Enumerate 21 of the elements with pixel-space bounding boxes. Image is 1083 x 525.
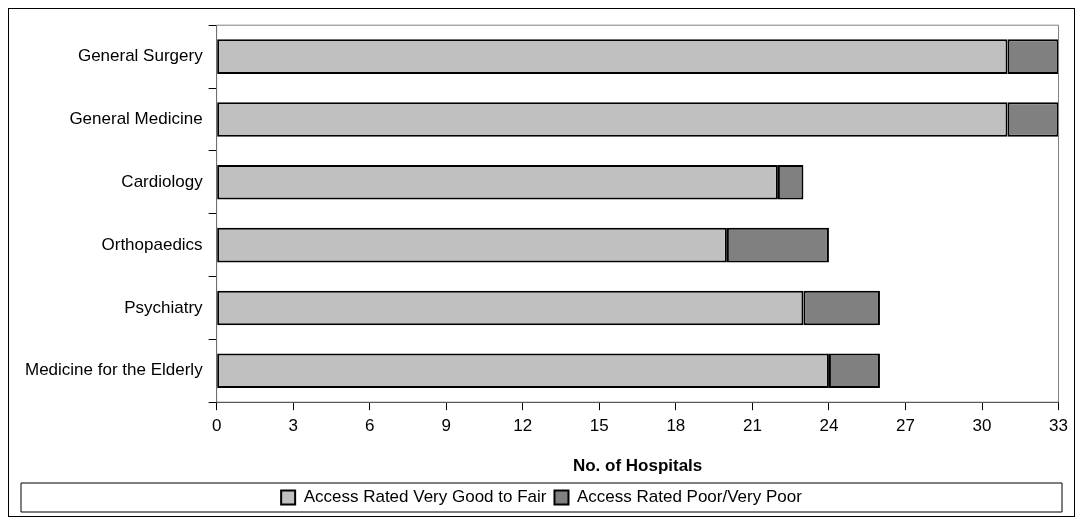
x-tick-label: 21: [742, 416, 762, 436]
x-tick-label: 12: [513, 416, 533, 436]
x-tick-label: 33: [1049, 416, 1069, 436]
y-tick-label: General Surgery: [77, 46, 204, 66]
x-tick-label: 6: [364, 416, 375, 436]
x-axis-title: No. of Hospitals: [572, 456, 703, 476]
legend-label: Access Rated Poor/Very Poor: [576, 487, 803, 507]
x-tick-label: 27: [896, 416, 915, 436]
y-tick-label: Cardiology: [121, 171, 204, 191]
y-tick-label: General Medicine: [69, 109, 203, 129]
y-tick-label: Psychiatry: [124, 297, 204, 317]
x-tick-label: 0: [211, 416, 222, 436]
y-tick-label: Orthopaedics: [101, 234, 203, 254]
x-tick-label: 30: [972, 416, 992, 436]
x-tick-label: 3: [288, 416, 298, 436]
x-tick-label: 9: [441, 416, 451, 436]
x-tick-label: 15: [589, 416, 609, 436]
y-tick-label: Medicine for the Elderly: [25, 360, 204, 380]
x-tick-label: 18: [666, 416, 686, 436]
x-tick-label: 24: [819, 416, 839, 436]
legend-label: Access Rated Very Good to Fair: [303, 487, 547, 507]
